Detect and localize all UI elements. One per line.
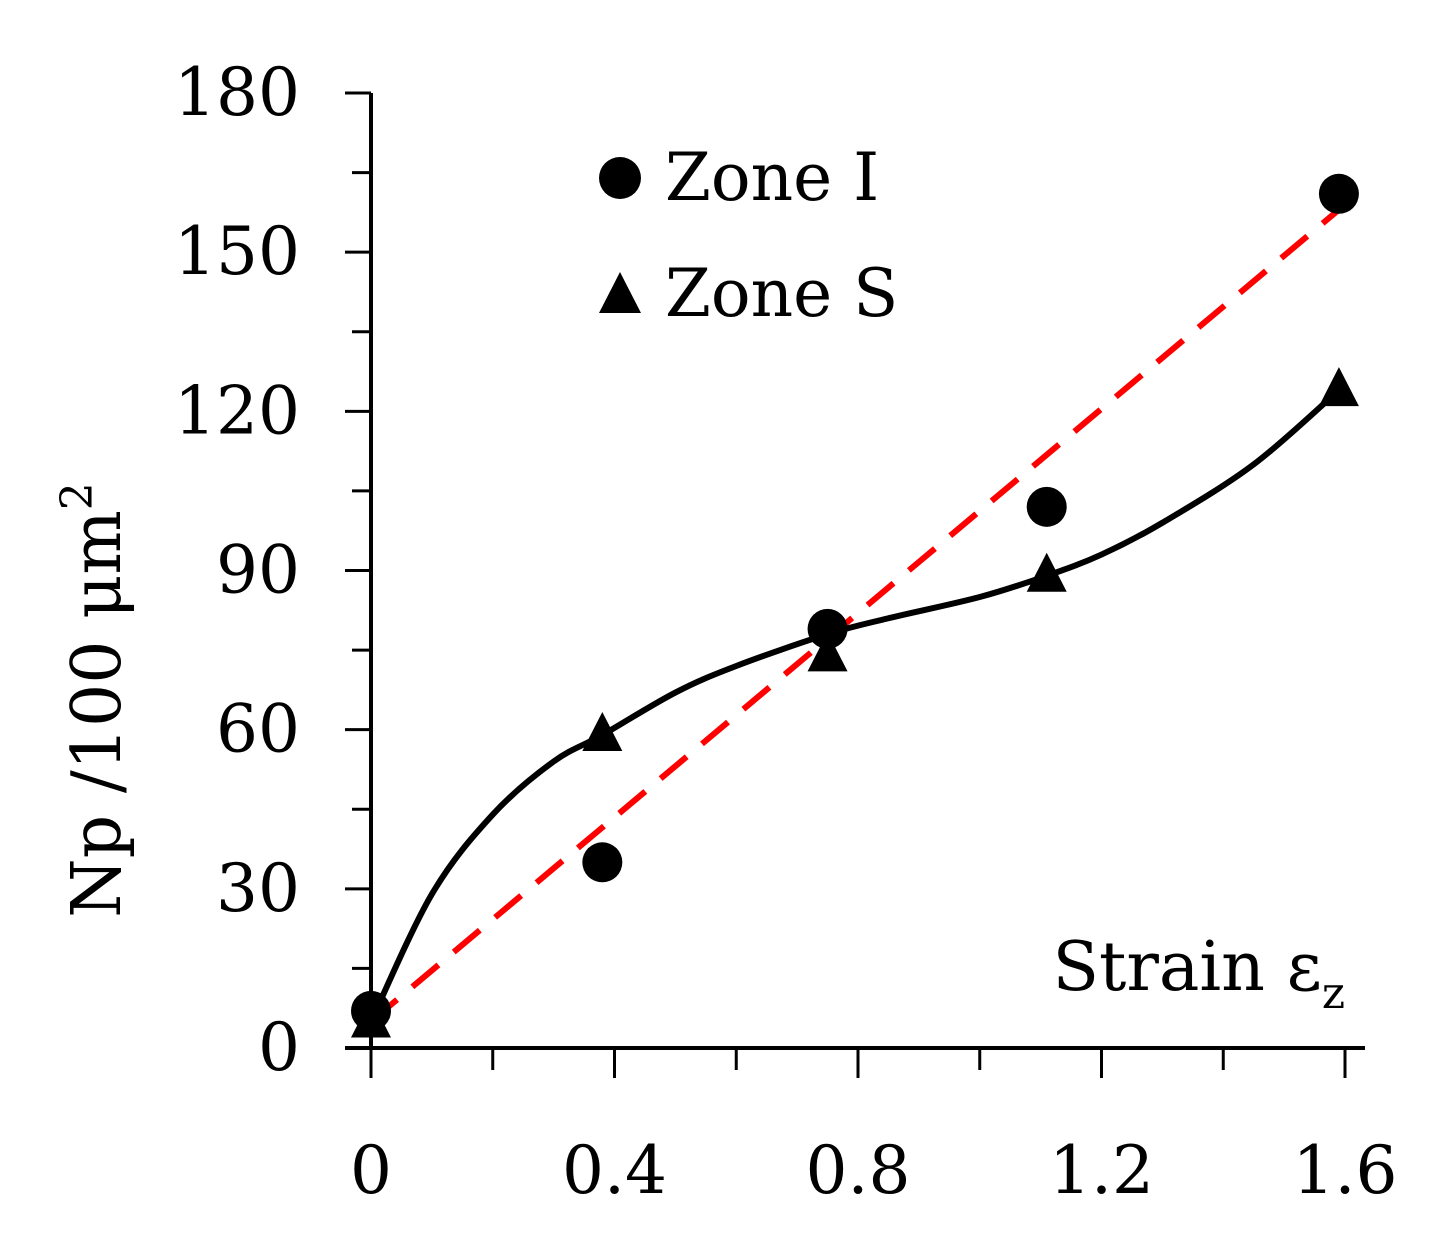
x-tick-label: 1.6	[1293, 1132, 1398, 1209]
zone-i-point	[582, 842, 623, 883]
zone-i-point	[1318, 173, 1359, 214]
zone-s-point	[351, 998, 391, 1038]
axes	[345, 93, 1365, 1050]
zone-s-point	[1318, 367, 1359, 407]
x-ticks: 0 0.4 0.8 1.2 1.6	[350, 1048, 1397, 1209]
zone-i-fit-line	[369, 207, 1341, 1024]
zone-i-point	[1026, 486, 1067, 527]
x-axis-title-subscript: z	[1322, 968, 1345, 1019]
legend-item-zone-i: Zone I	[599, 139, 879, 216]
y-tick-label: 120	[174, 372, 300, 449]
y-tick-label: 90	[216, 532, 300, 609]
zone-s-point	[807, 632, 848, 672]
legend: Zone I Zone S	[599, 139, 898, 332]
x-tick-label: 0.4	[562, 1132, 667, 1209]
y-ticks: 0 30 60 90 120 150 180	[174, 54, 371, 1086]
legend-label-zone-i: Zone I	[665, 139, 879, 216]
x-axis-title-text: Strain ε	[1052, 928, 1321, 1007]
zone-s-point	[1026, 552, 1067, 592]
y-tick-label: 0	[258, 1009, 300, 1086]
x-axis-title: Strain εz	[1052, 928, 1345, 1019]
zone-s-fit-line	[368, 387, 1341, 1023]
y-tick-label: 150	[174, 213, 300, 290]
legend-label-zone-s: Zone S	[665, 255, 898, 332]
legend-marker-triangle	[599, 272, 641, 313]
zone-i-point	[807, 608, 848, 649]
legend-marker-circle	[599, 157, 641, 199]
y-axis-title-superscript: 2	[52, 482, 103, 510]
x-tick-label: 1.2	[1049, 1132, 1154, 1209]
x-tick-label: 0.8	[806, 1132, 911, 1209]
legend-item-zone-s: Zone S	[599, 255, 898, 332]
y-tick-label: 30	[216, 850, 300, 927]
y-tick-label: 60	[216, 691, 300, 768]
y-tick-label: 180	[174, 54, 300, 131]
y-axis-title: Np /100 μm2	[52, 482, 137, 918]
y-axis-title-text: Np /100 μm	[58, 510, 137, 918]
data-markers	[351, 173, 1359, 1038]
zone-s-point	[582, 711, 623, 751]
x-tick-label: 0	[350, 1132, 392, 1209]
